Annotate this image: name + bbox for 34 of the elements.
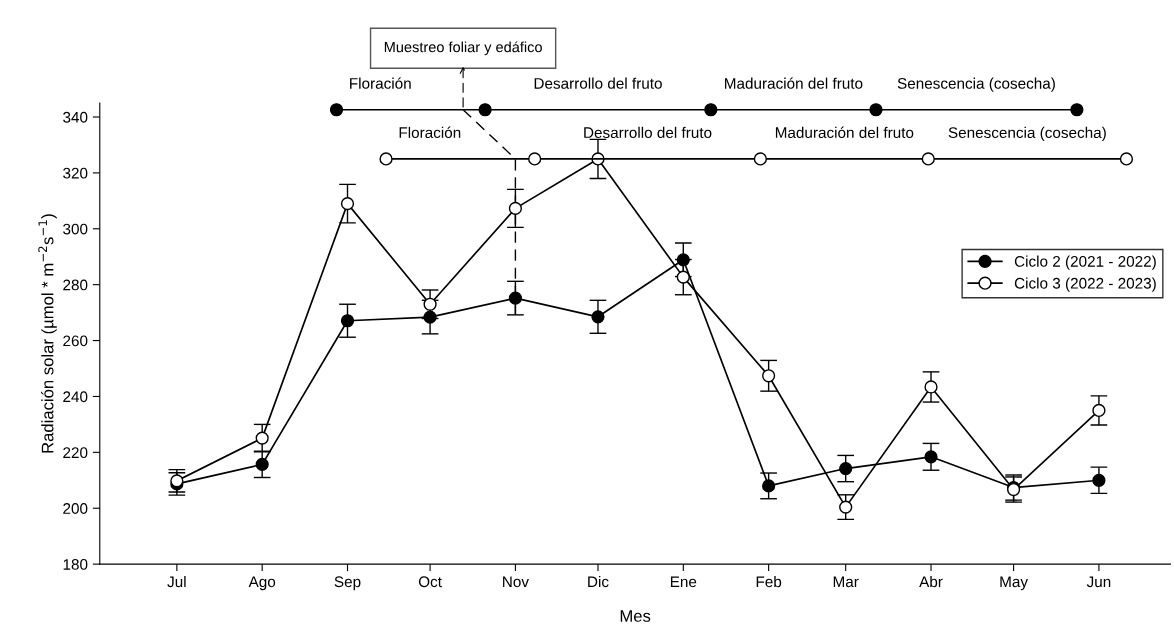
text: Muestreo foliar y edáfico [384, 41, 542, 56]
x-tick-label: Jul [167, 575, 186, 588]
x-axis-title: Mes [620, 610, 651, 622]
legend-label: Ciclo 2 (2021 - 2022) [1014, 255, 1156, 270]
y-tick-label: 220 [63, 447, 88, 459]
x-tick-label: Oct [418, 576, 442, 588]
text: Senescencia (cosecha) [897, 77, 1055, 92]
x-tick-label: Ene [670, 576, 697, 588]
legend-label: Ciclo 3 (2022 - 2023) [1014, 277, 1156, 292]
x-tick-label: May [1000, 576, 1028, 591]
x-tick-label: Jun [1086, 576, 1111, 588]
y-tick-label: 340 [63, 111, 88, 123]
y-tick-label: 260 [63, 335, 88, 347]
annotation: Maduración del fruto [775, 126, 914, 139]
x-tick-label: Sep [334, 576, 361, 591]
y-tick-label: 200 [63, 503, 88, 514]
annotation: Floración [399, 126, 461, 139]
text: Floración [350, 77, 411, 89]
text: Desarrollo del fruto [534, 77, 662, 89]
y-tick-label: 280 [63, 279, 88, 291]
y-tick-label: 300 [63, 223, 88, 235]
x-tick-label: Nov [503, 576, 529, 588]
text: Maduración del fruto [725, 77, 863, 89]
x-tick-label: Dic [588, 575, 609, 588]
x-tick-label: Ago [248, 576, 276, 591]
y-tick-label: 240 [63, 391, 88, 403]
y-tick-label: 320 [63, 167, 88, 179]
annotation: Desarrollo del fruto [584, 126, 712, 139]
y-axis-title: Radiación solar (µmol * m$^{−2}$s$^{−1}$) [38, 214, 57, 453]
y-tick-label: 180 [63, 559, 88, 570]
x-tick-label: Mar [833, 576, 859, 588]
annotation: Senescencia (cosecha) [948, 126, 1106, 142]
x-tick-label: Abr [919, 575, 943, 588]
x-tick-label: Feb [756, 575, 782, 588]
